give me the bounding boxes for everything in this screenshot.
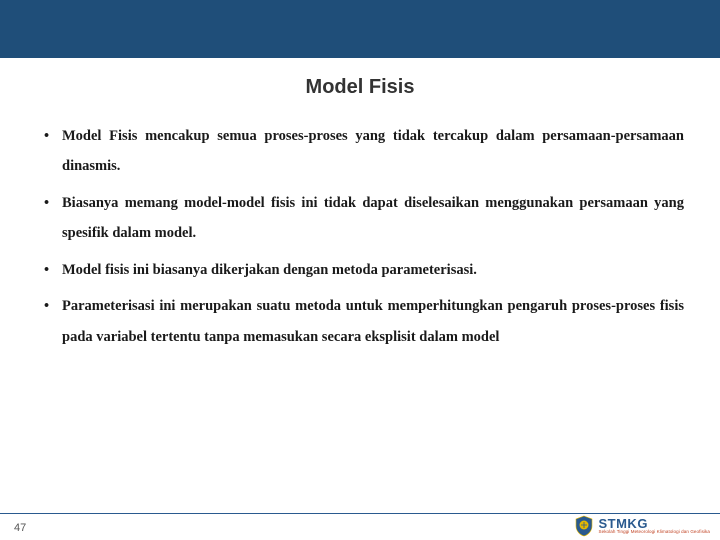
bullet-list: Model Fisis mencakup semua proses-proses… xyxy=(36,121,684,352)
page-number: 47 xyxy=(14,522,26,534)
logo-area: STMKG Sekolah Tinggi Meteorologi Klimato… xyxy=(574,515,710,537)
bullet-item: Model fisis ini biasanya dikerjakan deng… xyxy=(36,255,684,285)
logo-text: STMKG Sekolah Tinggi Meteorologi Klimato… xyxy=(598,517,710,535)
header-bar xyxy=(0,0,720,58)
bullet-item: Model Fisis mencakup semua proses-proses… xyxy=(36,121,684,182)
footer: 47 STMKG Sekolah Tinggi Meteorologi Klim… xyxy=(0,512,720,540)
institution-emblem-icon xyxy=(574,515,594,537)
logo-sub-text: Sekolah Tinggi Meteorologi Klimatologi d… xyxy=(598,530,710,535)
bullet-item: Parameterisasi ini merupakan suatu metod… xyxy=(36,291,684,352)
bullet-item: Biasanya memang model-model fisis ini ti… xyxy=(36,188,684,249)
content-area: Model Fisis mencakup semua proses-proses… xyxy=(0,121,720,352)
footer-divider xyxy=(0,513,720,514)
slide-title: Model Fisis xyxy=(0,76,720,99)
